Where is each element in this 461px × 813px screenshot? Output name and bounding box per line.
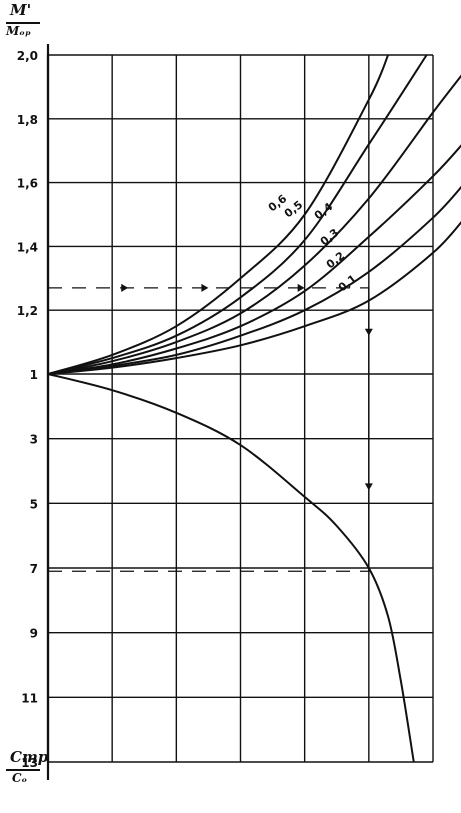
upper-y-tick-label: 1,6	[17, 177, 38, 191]
upper-y-tick-label: 1	[30, 368, 38, 382]
lower-y-axis-label-denominator: Cₒ	[12, 771, 28, 785]
lower-y-axis-label-fraction-bar	[6, 769, 40, 771]
upper-y-axis-label-fraction-bar	[6, 22, 40, 24]
curve-label: 0,2	[324, 249, 347, 271]
arrow-marker	[364, 328, 373, 336]
upper-curve	[47, 185, 461, 375]
upper-y-tick-label: 1,2	[17, 304, 38, 318]
lower-y-tick-label: 11	[21, 691, 38, 705]
lower-y-tick-label: 7	[30, 562, 38, 576]
upper-curve	[47, 74, 461, 375]
arrow-marker	[297, 283, 305, 292]
upper-curve	[47, 54, 428, 375]
upper-curve	[47, 144, 461, 375]
lower-y-axis-label-numerator: Cтр	[10, 748, 49, 766]
upper-curve	[47, 220, 461, 375]
lower-y-tick-label: 5	[30, 497, 38, 511]
arrow-marker	[364, 483, 373, 491]
upper-y-tick-label: 1,8	[17, 113, 38, 127]
arrow-marker	[201, 283, 209, 292]
lower-y-tick-label: 9	[30, 627, 38, 641]
upper-y-axis-label-denominator: Mₒₚ	[6, 24, 31, 38]
arrow-marker	[121, 283, 129, 292]
curve-label: 0,3	[318, 226, 341, 248]
upper-y-axis-label-numerator: M'	[10, 1, 32, 19]
lower-y-tick-label: 13	[21, 756, 38, 770]
lower-curve	[47, 373, 415, 763]
upper-y-tick-label: 2,0	[17, 49, 38, 63]
lower-y-tick-label: 3	[30, 433, 38, 447]
upper-y-tick-label: 1,4	[17, 240, 38, 254]
upper-curve	[47, 54, 390, 375]
